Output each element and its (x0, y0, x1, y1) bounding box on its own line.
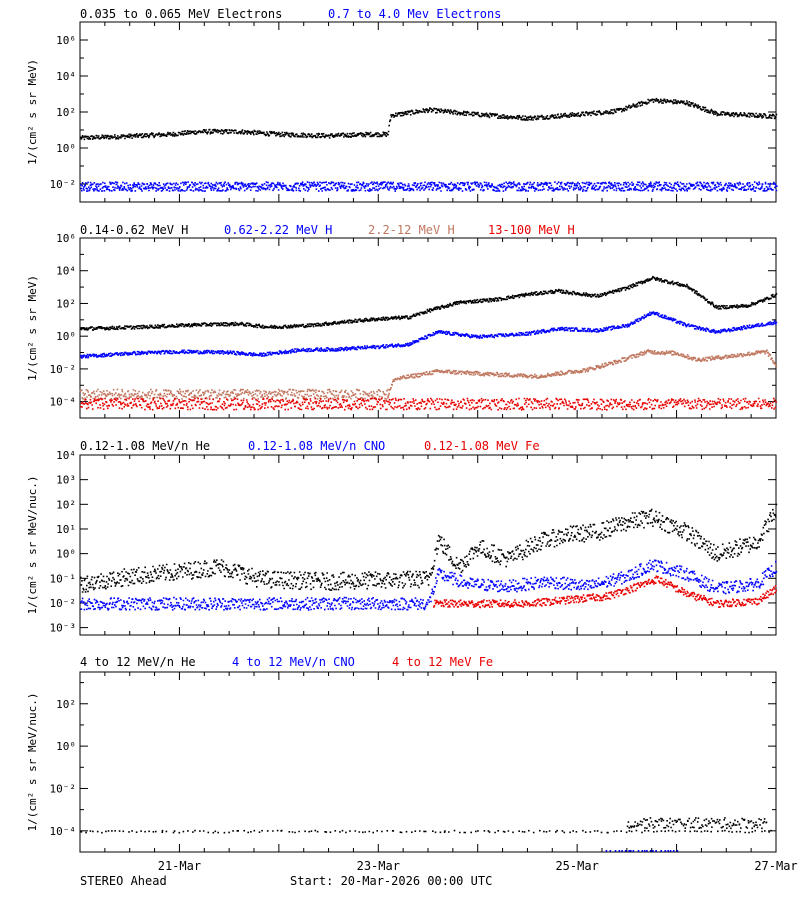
legend-label: 13-100 MeV H (488, 223, 575, 237)
panel-4: 10⁻⁴ 10⁻² 10⁰ 10² 1/(cm² s sr MeV/nuc.) 4 to … (26, 655, 777, 853)
legend-label: 0.12-1.08 MeV/n CNO (248, 439, 385, 453)
spacecraft-label: STEREO Ahead (80, 874, 167, 888)
legend-label: 0.035 to 0.065 MeV Electrons (80, 7, 282, 21)
legend-label: 0.12-1.08 MeV/n He (80, 439, 210, 453)
legend-label: 2.2-12 MeV H (368, 223, 455, 237)
legend-label: 0.62-2.22 MeV H (224, 223, 332, 237)
y-tick-label: 10⁻² (50, 597, 77, 610)
x-tick-label: 25-Mar (555, 859, 598, 873)
y-tick-label: 10⁰ (56, 330, 76, 343)
y-tick-label: 10² (56, 297, 76, 310)
y-axis-label: 1/(cm² s sr MeV/nuc.) (26, 475, 39, 614)
legend-label: 4 to 12 MeV Fe (392, 655, 493, 669)
start-time-label: Start: 20-Mar-2026 00:00 UTC (290, 874, 492, 888)
y-tick-label: 10³ (56, 474, 76, 487)
y-axis-label: 1/(cm² s sr MeV) (26, 59, 39, 165)
y-tick-label: 10¹ (56, 523, 76, 536)
series-points (79, 388, 389, 400)
series-points (387, 349, 778, 398)
series-points (80, 397, 777, 411)
y-tick-label: 10² (56, 498, 76, 511)
y-tick-label: 10⁰ (56, 740, 76, 753)
panel-1: 10⁻² 10⁰ 10² 10⁴ 10⁶ 1/(cm² s sr MeV) 0.035 to… (26, 7, 778, 203)
series-points (80, 97, 778, 141)
y-axis-label: 1/(cm² s sr MeV/nuc.) (26, 692, 39, 831)
y-tick-label: 10⁶ (56, 232, 76, 245)
y-tick-label: 10⁴ (56, 449, 76, 462)
panel-frame (79, 671, 777, 853)
panel-2: 10⁻⁴ 10⁻² 10⁰ 10² 10⁴ 10⁶ 1/(cm² s sr MeV) 0.14… (26, 223, 778, 419)
y-tick-label: 10⁴ (56, 70, 76, 83)
y-tick-label: 10⁻³ (50, 622, 77, 635)
y-tick-label: 10² (56, 698, 76, 711)
x-tick-label: 23-Mar (357, 859, 400, 873)
series-points (80, 275, 778, 331)
x-tick-label: 27-Mar (754, 859, 797, 873)
series-points (80, 829, 772, 834)
legend-label: 4 to 12 MeV/n CNO (232, 655, 355, 669)
legend-label: 0.7 to 4.0 Mev Electrons (328, 7, 501, 21)
y-tick-label: 10⁰ (56, 548, 76, 561)
series-points (80, 311, 778, 359)
legend-label: 4 to 12 MeV/n He (80, 655, 196, 669)
panel-frame (79, 237, 777, 419)
legend-label: 0.12-1.08 MeV Fe (424, 439, 540, 453)
panels: 10⁻² 10⁰ 10² 10⁴ 10⁶ 1/(cm² s sr MeV) 0.035 to… (26, 7, 798, 873)
y-tick-label: 10⁰ (56, 142, 76, 155)
x-tick-label: 21-Mar (158, 859, 201, 873)
y-tick-label: 10² (56, 106, 76, 119)
y-tick-label: 10⁴ (56, 265, 76, 278)
panel-3: 10⁻³ 10⁻² 10⁻¹ 10⁰ 10¹ 10² 10³ 10⁴ 1/(cm² s sr M… (26, 439, 778, 636)
series-points (80, 503, 778, 593)
y-tick-label: 10⁻⁴ (50, 825, 77, 838)
y-tick-label: 10⁻² (50, 178, 77, 191)
y-tick-label: 10⁻² (50, 782, 77, 795)
legend-label: 0.14-0.62 MeV H (80, 223, 188, 237)
y-tick-label: 10⁻¹ (50, 572, 77, 585)
y-tick-label: 10⁶ (56, 34, 76, 47)
series-points (626, 817, 768, 830)
series-points (605, 850, 679, 852)
y-axis-label: 1/(cm² s sr MeV) (26, 275, 39, 381)
series-points (433, 575, 777, 609)
y-tick-label: 10⁻² (50, 363, 77, 376)
panel-frame (79, 454, 777, 636)
y-tick-label: 10⁻⁴ (50, 396, 77, 409)
series-points (80, 181, 778, 192)
series-points (80, 559, 778, 611)
